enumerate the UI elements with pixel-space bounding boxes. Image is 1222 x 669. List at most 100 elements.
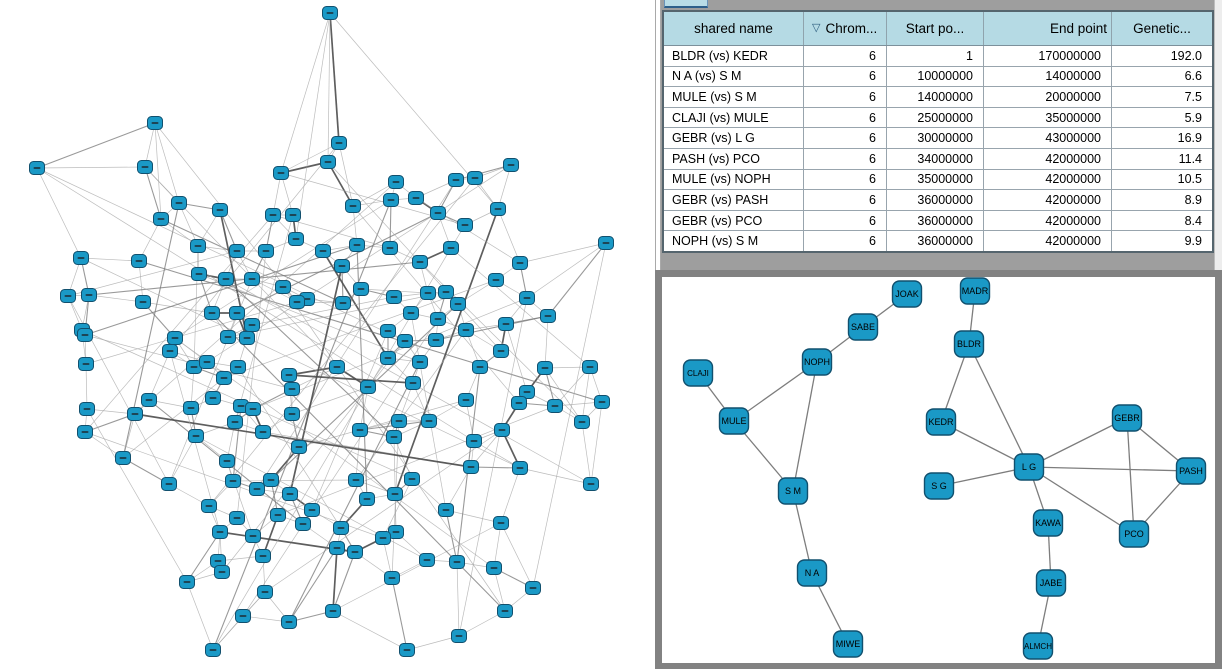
subnetwork-node[interactable]: [1013, 453, 1045, 481]
subnetwork-edge[interactable]: [1126, 417, 1135, 535]
network-node-label: [379, 537, 387, 539]
network-node-label: [455, 635, 463, 637]
network-edge: [455, 164, 512, 181]
column-header-chromosome[interactable]: ▽ Chrom...: [804, 12, 887, 45]
network-edge: [36, 167, 406, 342]
right-column: shared name ▽ Chrom... Start po... End point…: [655, 0, 1222, 669]
network-edge: [288, 547, 338, 623]
network-node-label: [476, 366, 484, 368]
network-edge: [456, 561, 460, 637]
subnetwork-node[interactable]: [682, 359, 714, 387]
network-edge: [134, 181, 397, 415]
subnetwork-node[interactable]: [1111, 404, 1143, 432]
subnetwork-node[interactable]: [832, 630, 864, 658]
network-edge: [226, 460, 254, 537]
network-edge: [225, 278, 395, 438]
subnetwork-node[interactable]: [959, 277, 991, 305]
network-edge: [144, 122, 156, 168]
network-edge: [505, 323, 528, 393]
network-node-label: [82, 363, 90, 365]
subnetwork-node-label: JOAK: [895, 289, 919, 299]
table-row[interactable]: CLAJI (vs) MULE 6 25000000 35000000 5.9: [664, 107, 1212, 129]
subnetwork-node[interactable]: [953, 330, 985, 358]
network-edge: [329, 12, 340, 144]
table-row[interactable]: GEBR (vs) L G 6 30000000 43000000 16.9: [664, 128, 1212, 149]
table-cell: GEBR (vs) L G: [664, 128, 804, 148]
subnetwork-node[interactable]: [1032, 509, 1064, 537]
filter-icon[interactable]: ▽: [812, 22, 821, 34]
overview-network-canvas[interactable]: [0, 0, 655, 669]
table-row[interactable]: PASH (vs) PCO 6 34000000 42000000 11.4: [664, 148, 1212, 170]
subnetwork-node[interactable]: [1022, 632, 1054, 660]
subnetwork-edge[interactable]: [968, 343, 1030, 468]
subnetwork-node[interactable]: [891, 280, 923, 308]
network-node-label: [497, 350, 505, 352]
network-node-label: [353, 244, 361, 246]
network-edge: [237, 366, 342, 529]
table-row[interactable]: GEBR (vs) PCO 6 36000000 42000000 8.4: [664, 210, 1212, 232]
table-cell: 42000000: [984, 148, 1112, 169]
subnetwork-node[interactable]: [923, 472, 955, 500]
table-tab-sliver[interactable]: [664, 0, 708, 8]
network-node-label: [390, 296, 398, 298]
subnetwork-node[interactable]: [847, 313, 879, 341]
network-node-label: [209, 649, 217, 651]
network-edge: [291, 386, 369, 415]
table-row[interactable]: GEBR (vs) PASH 6 36000000 42000000 8.9: [664, 190, 1212, 211]
network-node-label: [349, 205, 357, 207]
subnetwork-node[interactable]: [1118, 520, 1150, 548]
subnetwork-node-label: MULE: [721, 416, 746, 426]
network-node-label: [338, 265, 346, 267]
table-row[interactable]: MULE (vs) NOPH 6 35000000 42000000 10.5: [664, 169, 1212, 191]
table-row[interactable]: NOPH (vs) S M 6 36000000 42000000 9.9: [664, 231, 1212, 251]
subnetwork-node[interactable]: [1175, 457, 1207, 485]
subnetwork-edge[interactable]: [1028, 466, 1135, 535]
subnetwork-panel: JOAK SABE NOPH CLAJI MULE S M N A MIWE MADR BLDR K…: [655, 270, 1222, 669]
subnetwork-node[interactable]: [925, 408, 957, 436]
network-node-label: [384, 330, 392, 332]
network-node-label: [544, 315, 552, 317]
subnetwork-edge[interactable]: [792, 361, 818, 492]
table-row[interactable]: MULE (vs) S M 6 14000000 20000000 7.5: [664, 87, 1212, 108]
network-node-label: [171, 337, 179, 339]
network-node-label: [516, 467, 524, 469]
panel-splitter[interactable]: [655, 0, 661, 270]
subnetwork-canvas[interactable]: JOAK SABE NOPH CLAJI MULE S M N A MIWE MADR BLDR K…: [662, 277, 1215, 663]
subnetwork-edge[interactable]: [1028, 417, 1128, 468]
subnetwork-node[interactable]: [777, 477, 809, 505]
network-edge: [295, 12, 331, 240]
subnetwork-node-label: S G: [931, 481, 947, 491]
column-header-end-point[interactable]: End point: [984, 12, 1112, 45]
network-edge: [212, 199, 392, 651]
column-header-genetic[interactable]: Genetic...: [1112, 12, 1212, 45]
network-edge: [208, 177, 476, 507]
network-node-label: [277, 172, 285, 174]
subnetwork-node[interactable]: [801, 348, 833, 376]
network-node-label: [516, 262, 524, 264]
subnetwork-node[interactable]: [1035, 569, 1067, 597]
subnetwork-node-label: N A: [805, 568, 820, 578]
network-edge: [298, 399, 467, 448]
network-node-label: [515, 402, 523, 404]
network-edge: [289, 265, 343, 495]
network-node-label: [216, 209, 224, 211]
subnetwork-node[interactable]: [718, 407, 750, 435]
subnetwork-node-label: MADR: [962, 286, 989, 296]
network-edge: [36, 166, 146, 169]
table-row[interactable]: BLDR (vs) KEDR 6 1 170000000 192.0: [664, 46, 1212, 67]
network-edge: [332, 551, 356, 612]
network-node-label: [523, 297, 531, 299]
network-node-label: [295, 446, 303, 448]
network-edge: [435, 315, 549, 341]
column-header-shared-name[interactable]: shared name: [664, 12, 804, 45]
network-node-label: [303, 298, 311, 300]
table-row[interactable]: N A (vs) S M 6 10000000 14000000 6.6: [664, 66, 1212, 88]
subnetwork-node[interactable]: [796, 559, 828, 587]
column-header-start-position[interactable]: Start po...: [887, 12, 984, 45]
network-node-label: [205, 505, 213, 507]
network-node-label: [462, 399, 470, 401]
network-node-label: [269, 214, 277, 216]
subnetwork-edge[interactable]: [1028, 466, 1192, 472]
network-node-label: [434, 318, 442, 320]
network-node-label: [492, 279, 500, 281]
